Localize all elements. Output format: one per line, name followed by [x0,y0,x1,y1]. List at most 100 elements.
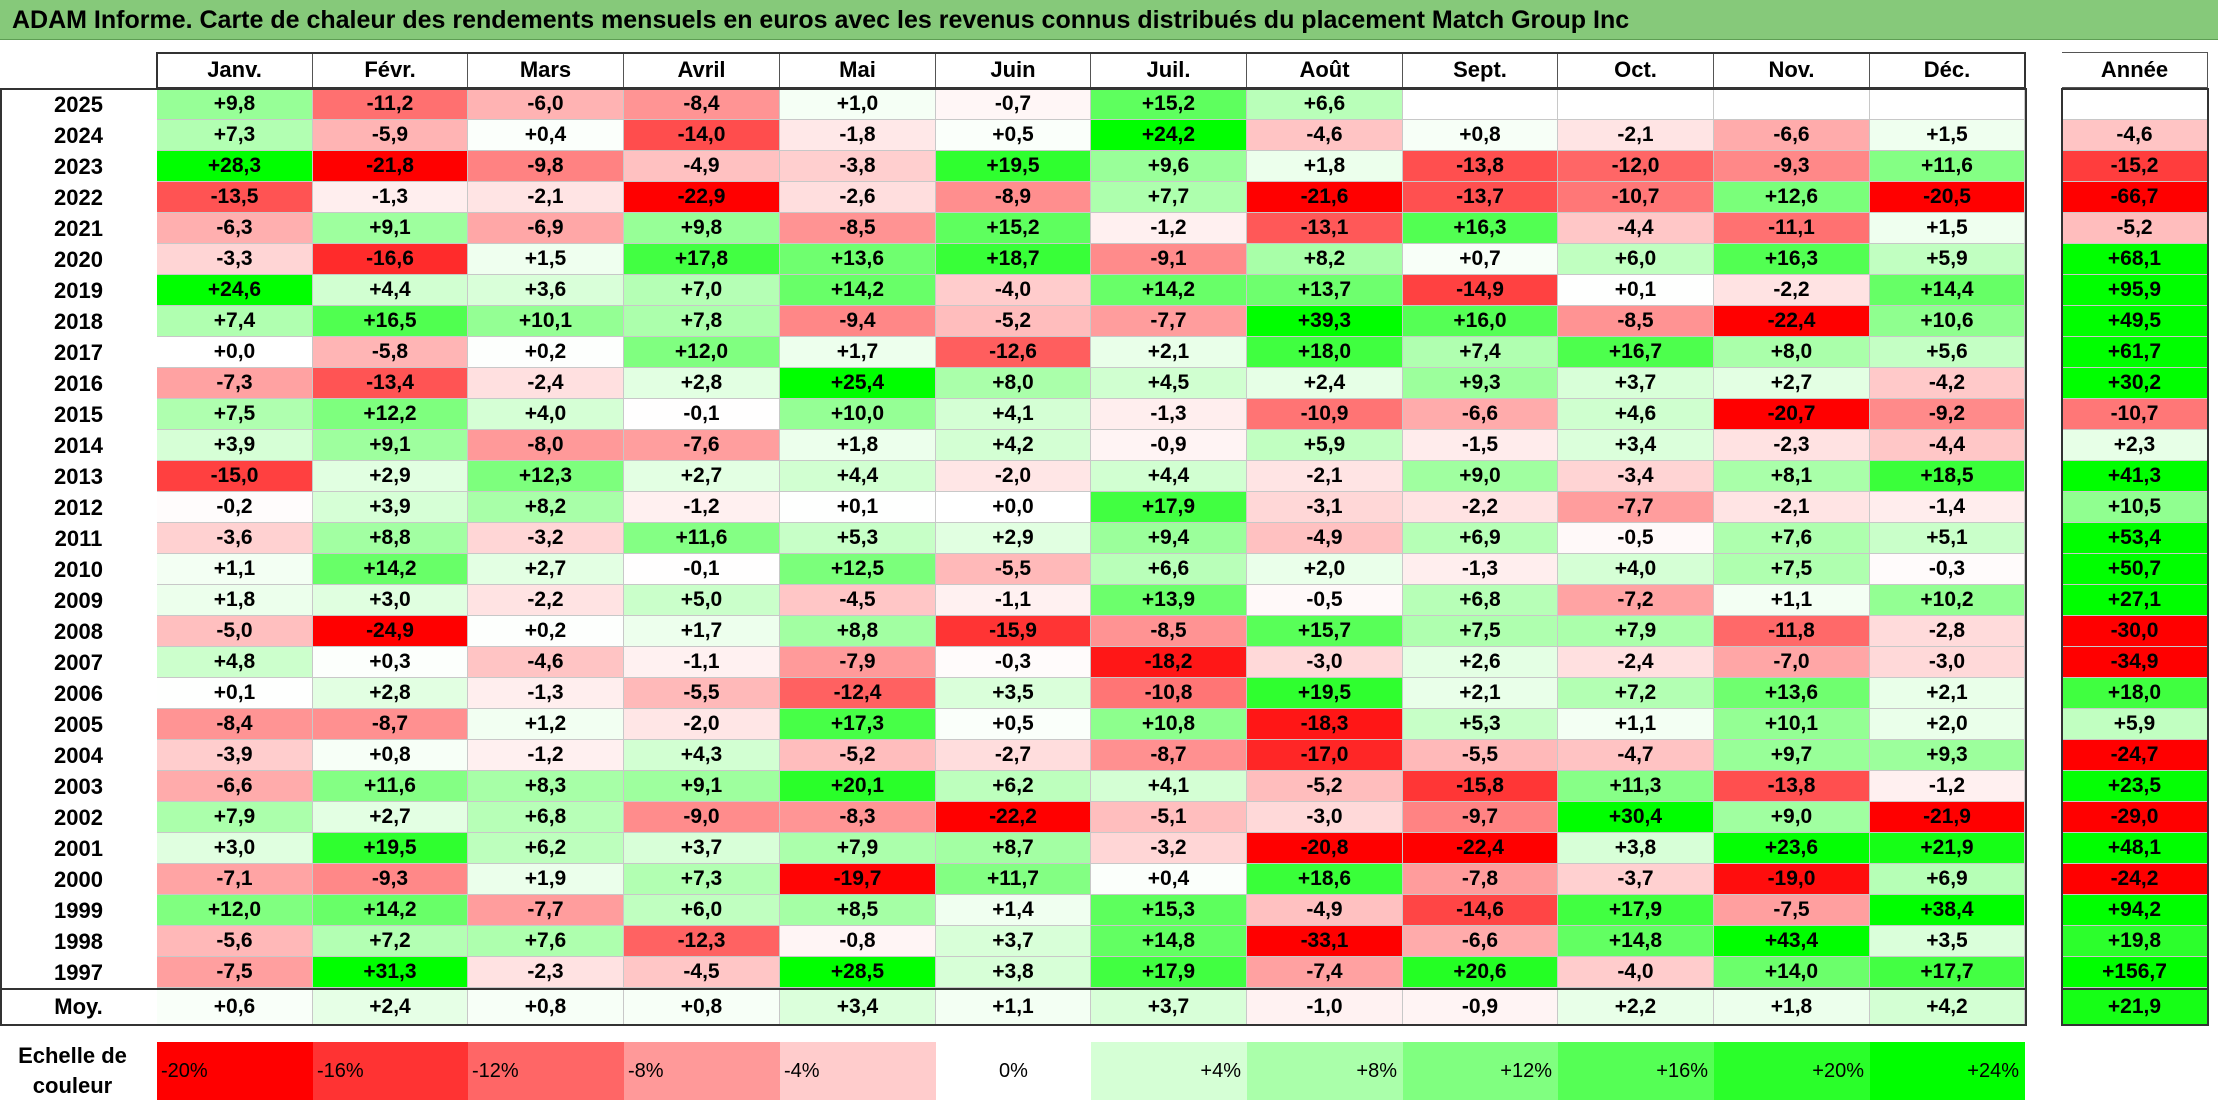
heatmap-cell: +9,7 [1714,740,1870,771]
row-year-label: 2017 [54,339,103,365]
row-year-label: 1997 [54,959,103,985]
heatmap-cell: +17,7 [1870,957,2025,988]
heatmap-cell: +7,9 [1558,616,1714,647]
heatmap-cell: +11,6 [624,523,780,554]
heatmap-cell: +7,9 [780,833,936,864]
heatmap-cell: -0,2 [157,492,313,523]
annual-cell: +50,7 [2062,554,2208,585]
heatmap-cell: -2,7 [936,740,1091,771]
heatmap-cell: +3,0 [313,585,468,616]
heatmap-cell: +6,2 [468,833,624,864]
annual-cell: +94,2 [2062,895,2208,926]
color-scale-swatch: -4% [780,1042,936,1100]
heatmap-cell: -6,6 [1403,926,1558,957]
annual-cell: -66,7 [2062,182,2208,213]
heatmap-cell: +13,9 [1091,585,1247,616]
heatmap-cell: +24,6 [157,275,313,306]
heatmap-cell: -1,2 [1091,213,1247,244]
heatmap-cell: +8,5 [780,895,936,926]
annual-cell: +49,5 [2062,306,2208,337]
month-header: Oct. [1558,52,1714,88]
heatmap-cell: -22,2 [936,802,1091,833]
heatmap-cell: -0,1 [624,399,780,430]
heatmap-cell: -20,8 [1247,833,1403,864]
heatmap-cell: +9,6 [1091,151,1247,182]
row-year-label: 2014 [54,432,103,458]
annual-cell: +5,9 [2062,709,2208,740]
heatmap-cell: +4,8 [157,647,313,678]
average-row-label: Moy. [54,994,103,1019]
average-separator [2062,988,2208,990]
heatmap-cell: +17,8 [624,244,780,275]
heatmap-cell: -19,7 [780,864,936,895]
row-year-label: 2011 [54,525,103,551]
annual-cell: -24,2 [2062,864,2208,895]
heatmap-cell: -8,7 [313,709,468,740]
heatmap-cell: +6,8 [468,802,624,833]
heatmap-cell: -2,2 [468,585,624,616]
annual-cell: -34,9 [2062,647,2208,678]
heatmap-cell: -4,5 [624,957,780,988]
month-header: Févr. [313,52,468,88]
heatmap-cell: +21,9 [1870,833,2025,864]
heatmap-cell: -7,0 [1714,647,1870,678]
heatmap-cell: -9,2 [1870,399,2025,430]
heatmap-cell: -1,2 [1870,771,2025,802]
annual-cell: +95,9 [2062,275,2208,306]
heatmap-cell: +2,9 [936,523,1091,554]
heatmap-cell: -7,7 [1558,492,1714,523]
annual-cell: -10,7 [2062,399,2208,430]
heatmap-cell: -5,9 [313,120,468,151]
heatmap-cell: +12,0 [157,895,313,926]
annual-cell: +30,2 [2062,368,2208,399]
heatmap-cell: +18,0 [1247,337,1403,368]
annual-cell: -30,0 [2062,616,2208,647]
heatmap-cell: -2,3 [468,957,624,988]
average-cell: +0,8 [468,989,624,1025]
heatmap-cell: -4,5 [780,585,936,616]
heatmap-cell [1558,89,1714,120]
heatmap-cell: +4,4 [780,461,936,492]
heatmap-cell: +7,4 [157,306,313,337]
heatmap-cell: -4,4 [1870,430,2025,461]
heatmap-cell: -5,5 [1403,740,1558,771]
heatmap-cell: +6,0 [624,895,780,926]
heatmap-cell: +10,6 [1870,306,2025,337]
heatmap-cell: +20,1 [780,771,936,802]
annual-cell: +10,5 [2062,492,2208,523]
annual-cell: +19,8 [2062,926,2208,957]
heatmap-cell: +7,6 [1714,523,1870,554]
heatmap-cell: +10,1 [1714,709,1870,740]
heatmap-cell: +28,5 [780,957,936,988]
heatmap-cell: +7,9 [157,802,313,833]
heatmap-cell: +1,1 [157,554,313,585]
heatmap-cell: -15,0 [157,461,313,492]
heatmap-cell: +7,2 [313,926,468,957]
heatmap-cell: +9,1 [313,213,468,244]
heatmap-cell: +1,2 [468,709,624,740]
heatmap-cell: +10,1 [468,306,624,337]
month-header: Juil. [1091,52,1247,88]
heatmap-cell: +14,2 [1091,275,1247,306]
heatmap-cell: -7,4 [1247,957,1403,988]
heatmap-cell: +16,3 [1403,213,1558,244]
heatmap-cell: -3,0 [1247,647,1403,678]
heatmap-cell: -3,0 [1247,802,1403,833]
heatmap-cell: -6,6 [1714,120,1870,151]
annual-cell: -5,2 [2062,213,2208,244]
heatmap-cell: -0,7 [936,89,1091,120]
average-cell: +0,6 [157,989,313,1025]
heatmap-cell: -2,3 [1714,430,1870,461]
heatmap-cell: -12,0 [1558,151,1714,182]
heatmap-cell: +3,5 [1870,926,2025,957]
heatmap-cell: +19,5 [313,833,468,864]
heatmap-cell: +6,6 [1247,89,1403,120]
annual-cell: +53,4 [2062,523,2208,554]
color-scale-swatch: -20% [157,1042,313,1100]
heatmap-cell: +2,7 [313,802,468,833]
annual-cell: +61,7 [2062,337,2208,368]
heatmap-cell: -24,9 [313,616,468,647]
heatmap-cell: +3,0 [157,833,313,864]
heatmap-cell: -18,2 [1091,647,1247,678]
heatmap-cell: -3,9 [157,740,313,771]
